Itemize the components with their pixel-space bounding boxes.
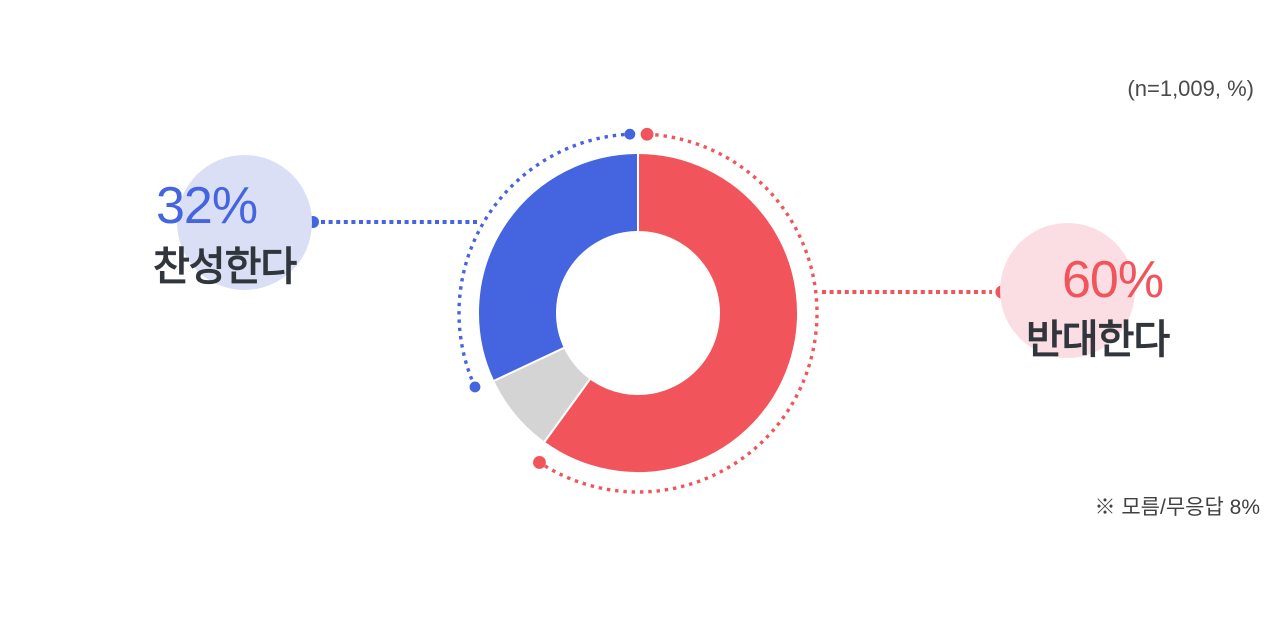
accent-arc-oppose — [538, 132, 819, 494]
oppose-label: 반대한다 — [1026, 318, 1170, 362]
agree-halo-circle — [177, 155, 312, 290]
oppose-halo-circle — [1000, 223, 1135, 358]
arc-end-dot-oppose — [640, 127, 654, 141]
arc-end-dot-oppose — [533, 456, 546, 469]
donut-slice-oppose — [542, 151, 799, 474]
arc-end-dot-agree — [469, 381, 481, 393]
sample-size-note: (n=1,009, %) — [1127, 76, 1254, 101]
agree-label: 찬성한다 — [153, 245, 297, 289]
agree-percent: 32% — [156, 177, 258, 235]
dont-know-footnote: ※ 모름/무응답 8% — [1094, 496, 1260, 519]
arc-end-dot-agree — [624, 128, 636, 140]
accent-arc-agree — [457, 132, 630, 388]
oppose-percent: 60% — [1062, 251, 1164, 309]
donut-slice-agree — [477, 151, 639, 383]
